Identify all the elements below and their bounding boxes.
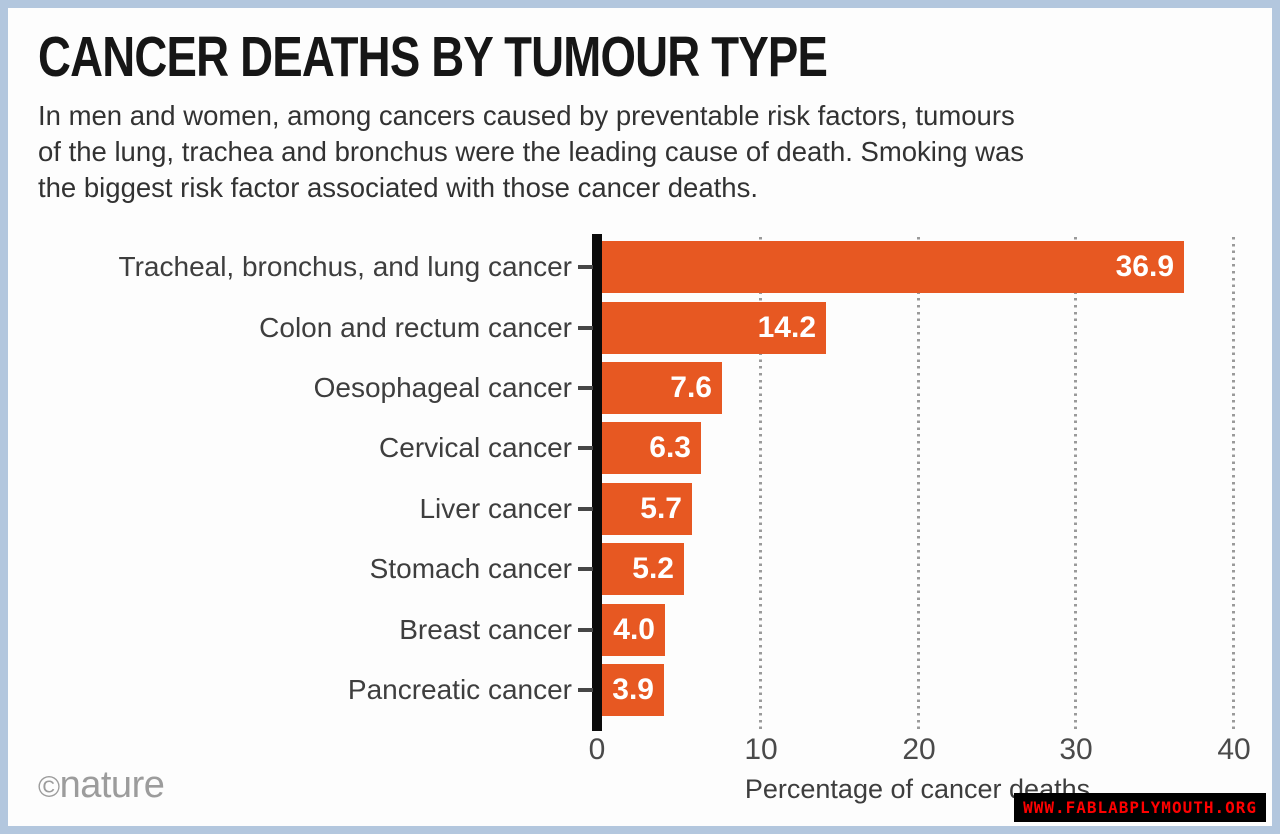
bar-value-label: 4.0 <box>613 612 655 646</box>
bar-row: Stomach cancer 5.2 <box>8 539 1272 599</box>
bar: 4.0 <box>602 603 665 656</box>
bar-row: Pancreatic cancer 3.9 <box>8 660 1272 720</box>
category-label: Colon and rectum cancer <box>259 311 572 343</box>
bar: 7.6 <box>602 361 722 414</box>
x-tick-label: 30 <box>1059 733 1093 766</box>
bar: 5.2 <box>602 543 684 596</box>
gridline <box>917 237 920 731</box>
bar: 3.9 <box>602 663 664 716</box>
category-tick-mark <box>578 325 593 330</box>
bar-value-label: 7.6 <box>670 370 712 404</box>
category-label: Stomach cancer <box>369 553 572 585</box>
category-tick-mark <box>578 687 593 692</box>
category-tick-mark <box>578 265 593 270</box>
bar-value-label: 36.9 <box>1115 250 1174 284</box>
chart-title: CANCER DEATHS BY TUMOUR TYPE <box>38 25 828 89</box>
bar-row: Breast cancer 4.0 <box>8 599 1272 659</box>
bar-value-label: 3.9 <box>612 672 654 706</box>
bar-row: Cervical cancer 6.3 <box>8 418 1272 478</box>
category-label: Pancreatic cancer <box>347 673 572 705</box>
bar: 36.9 <box>602 241 1184 294</box>
gridline <box>1074 237 1077 731</box>
bar-value-label: 6.3 <box>649 431 691 465</box>
bar-row: Liver cancer 5.7 <box>8 479 1272 539</box>
copyright-icon: © <box>38 771 60 804</box>
nature-logo: ©nature <box>38 764 165 807</box>
bar-value-label: 14.2 <box>757 310 816 344</box>
category-tick-mark <box>578 446 593 451</box>
bar: 6.3 <box>602 422 701 475</box>
category-label: Breast cancer <box>399 613 572 645</box>
category-label: Liver cancer <box>419 492 572 524</box>
category-tick-mark <box>578 627 593 632</box>
category-label: Cervical cancer <box>379 432 572 464</box>
chart-subtitle-line: the biggest risk factor associated with … <box>38 172 758 203</box>
x-tick-label: 40 <box>1217 733 1251 766</box>
watermark: WWW.FABLABPLYMOUTH.ORG <box>1014 793 1266 822</box>
chart-subtitle-line: In men and women, among cancers caused b… <box>38 100 1015 131</box>
category-tick-mark <box>578 567 593 572</box>
gridline <box>759 237 762 731</box>
bar: 14.2 <box>602 301 826 354</box>
x-tick-label: 20 <box>902 733 936 766</box>
category-label: Oesophageal cancer <box>313 371 572 403</box>
bar-value-label: 5.7 <box>640 491 682 525</box>
category-tick-mark <box>578 385 593 390</box>
bar-row: Oesophageal cancer 7.6 <box>8 358 1272 418</box>
chart-subtitle-line: of the lung, trachea and bronchus were t… <box>38 136 1025 167</box>
x-tick-label: 0 <box>588 733 606 766</box>
x-tick-label: 10 <box>744 733 778 766</box>
nature-logo-text: nature <box>59 764 165 806</box>
category-label: Tracheal, bronchus, and lung cancer <box>118 251 572 283</box>
category-tick-mark <box>578 506 593 511</box>
chart-subtitle: In men and women, among cancers caused b… <box>38 98 1024 206</box>
bar-row: Colon and rectum cancer 14.2 <box>8 297 1272 357</box>
bar-row: Tracheal, bronchus, and lung cancer 36.9 <box>8 237 1272 297</box>
y-axis-line <box>592 234 602 731</box>
bar-rows: Tracheal, bronchus, and lung cancer 36.9 C… <box>8 237 1272 720</box>
bar: 5.7 <box>602 482 692 535</box>
gridline <box>1232 237 1235 731</box>
bar-value-label: 5.2 <box>632 552 674 586</box>
